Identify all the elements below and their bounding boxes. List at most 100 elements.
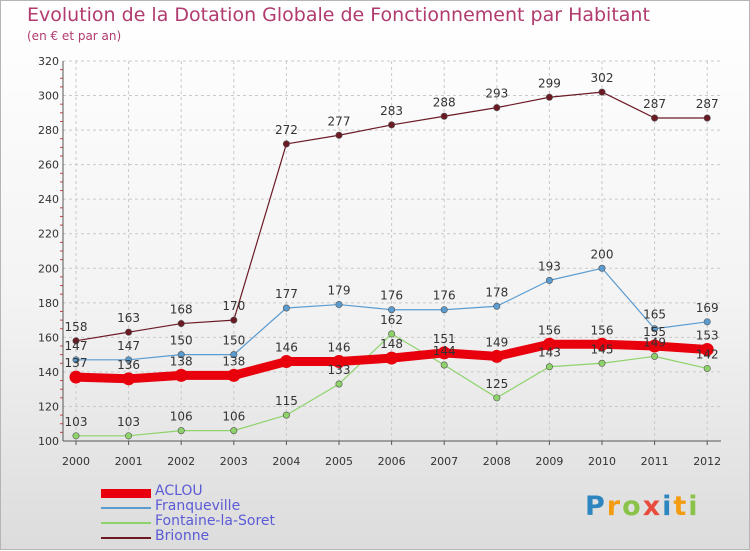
data-label-brionne: 163 (117, 311, 140, 325)
data-label-franqueville: 147 (117, 339, 140, 353)
data-label-brionne: 272 (275, 123, 298, 137)
logo-letter: r (606, 491, 623, 522)
data-point-franqueville (651, 325, 659, 333)
data-label-fontaine-la-soret: 115 (275, 394, 298, 408)
data-point-aclou (437, 346, 451, 360)
data-point-fontaine-la-soret (493, 394, 501, 402)
series-layer (69, 88, 714, 440)
data-point-franqueville (440, 306, 448, 314)
y-tick-label: 320 (38, 55, 59, 68)
data-point-franqueville (493, 302, 501, 310)
data-label-brionne: 293 (485, 87, 508, 101)
data-point-franqueville (545, 276, 553, 284)
legend-label-fontaine-la-soret: Fontaine-la-Soret (155, 513, 276, 529)
data-label-aclou: 138 (222, 354, 245, 368)
data-point-fontaine-la-soret (598, 359, 606, 367)
data-point-aclou (542, 337, 556, 351)
legend-swatch-fontaine-la-soret (101, 522, 151, 524)
data-point-aclou (69, 370, 83, 384)
data-point-brionne (493, 104, 501, 112)
data-point-brionne (230, 316, 238, 324)
data-point-aclou (648, 339, 662, 353)
data-point-aclou (174, 368, 188, 382)
data-point-brionne (703, 114, 711, 122)
data-label-franqueville: 150 (222, 334, 245, 348)
data-point-fontaine-la-soret (703, 364, 711, 372)
logo-letter: x (642, 491, 663, 522)
data-point-brionne (177, 320, 185, 328)
legend-label-franqueville: Franqueville (155, 498, 241, 514)
x-tick-label: 2007 (430, 455, 458, 468)
data-label-aclou: 156 (591, 323, 614, 337)
chart-subtitle: (en € et par an) (27, 29, 122, 43)
data-point-brionne (651, 114, 659, 122)
data-point-aclou (279, 355, 293, 369)
data-label-aclou: 146 (328, 341, 351, 355)
value-label-layer: 158 163 168 170 272 277 283 288 293 299 302 287 287 1… (65, 71, 719, 429)
y-tick-label: 200 (38, 262, 59, 275)
data-point-fontaine-la-soret (651, 352, 659, 360)
data-label-franqueville: 177 (275, 287, 298, 301)
data-point-fontaine-la-soret (282, 411, 290, 419)
y-tick-label: 220 (38, 228, 59, 241)
y-tick-label: 160 (38, 331, 59, 344)
x-tick-label: 2010 (588, 455, 616, 468)
axis-layer: 100 120 140 160 180 200 220 240 260 280 300 320 2000… (38, 55, 721, 468)
data-point-brionne (335, 131, 343, 139)
data-label-aclou: 151 (433, 332, 456, 346)
data-point-brionne (598, 88, 606, 96)
x-tick-label: 2005 (325, 455, 353, 468)
legend-swatch-aclou (101, 488, 151, 498)
data-label-franqueville: 179 (328, 284, 351, 298)
data-point-franqueville (72, 356, 80, 364)
data-point-franqueville (335, 301, 343, 309)
x-tick-label: 2002 (167, 455, 195, 468)
data-point-aclou (595, 337, 609, 351)
data-label-fontaine-la-soret: 133 (328, 363, 351, 377)
data-point-fontaine-la-soret (230, 427, 238, 435)
data-label-aclou: 137 (65, 356, 88, 370)
data-label-fontaine-la-soret: 125 (485, 377, 508, 391)
data-label-franqueville: 193 (538, 259, 561, 273)
data-label-aclou: 149 (485, 335, 508, 349)
data-label-brionne: 277 (328, 114, 351, 128)
grid-layer (63, 60, 721, 442)
data-label-franqueville: 176 (433, 289, 456, 303)
data-label-fontaine-la-soret: 144 (433, 344, 456, 358)
data-point-franqueville (598, 264, 606, 272)
y-tick-label: 100 (38, 435, 59, 448)
data-label-aclou: 155 (643, 325, 666, 339)
data-point-aclou (385, 351, 399, 365)
logo-letter: P (585, 491, 607, 522)
logo-letter: i (662, 491, 674, 522)
data-label-franqueville: 169 (696, 301, 719, 315)
proxiti-logo: Proxiti (585, 491, 700, 522)
data-label-fontaine-la-soret: 103 (65, 415, 88, 429)
data-label-fontaine-la-soret: 149 (643, 335, 666, 349)
data-label-brionne: 302 (591, 71, 614, 85)
x-tick-label: 2009 (535, 455, 563, 468)
data-point-fontaine-la-soret (440, 361, 448, 369)
data-label-brionne: 170 (222, 299, 245, 313)
data-label-fontaine-la-soret: 162 (380, 313, 403, 327)
data-label-brionne: 288 (433, 95, 456, 109)
x-tick-label: 2006 (378, 455, 406, 468)
x-tick-label: 2004 (272, 455, 300, 468)
data-label-fontaine-la-soret: 106 (222, 410, 245, 424)
data-label-franqueville: 176 (380, 289, 403, 303)
logo-letter: o (622, 491, 643, 522)
logo-letter: t (673, 491, 689, 522)
data-label-fontaine-la-soret: 142 (696, 347, 719, 361)
data-label-aclou: 146 (275, 341, 298, 355)
data-point-fontaine-la-soret (72, 432, 80, 440)
x-tick-label: 2003 (220, 455, 248, 468)
data-label-fontaine-la-soret: 143 (538, 346, 561, 360)
data-point-aclou (227, 368, 241, 382)
data-point-franqueville (703, 318, 711, 326)
data-point-brionne (440, 112, 448, 120)
data-point-franqueville (388, 306, 396, 314)
data-label-aclou: 148 (380, 337, 403, 351)
data-label-fontaine-la-soret: 145 (591, 342, 614, 356)
data-label-aclou: 138 (170, 354, 193, 368)
